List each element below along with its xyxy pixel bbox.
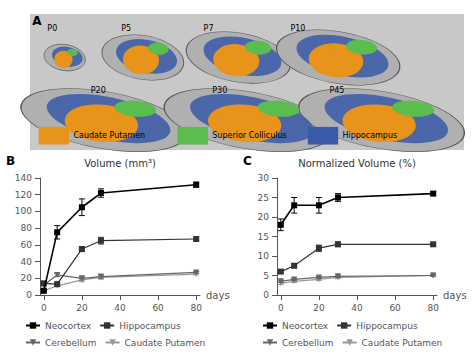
svg-text:Hippocampus: Hippocampus [356, 321, 418, 331]
svg-text:P20: P20 [91, 86, 106, 95]
svg-text:20: 20 [313, 303, 325, 313]
svg-text:P10: P10 [290, 24, 305, 33]
svg-text:0: 0 [26, 290, 32, 300]
svg-text:B: B [6, 154, 15, 168]
svg-text:25: 25 [258, 193, 269, 203]
svg-text:5: 5 [263, 271, 269, 281]
svg-text:P0: P0 [47, 24, 57, 33]
svg-text:Normalized Volume (%): Normalized Volume (%) [298, 158, 416, 169]
svg-text:40: 40 [21, 257, 33, 267]
svg-text:80: 80 [190, 303, 202, 313]
svg-text:C: C [243, 154, 252, 168]
svg-text:P5: P5 [121, 24, 131, 33]
svg-text:120: 120 [15, 190, 32, 200]
svg-text:140: 140 [15, 173, 32, 183]
svg-text:P30: P30 [212, 86, 227, 95]
svg-text:0: 0 [278, 303, 284, 313]
svg-text:Neocortex: Neocortex [282, 321, 329, 331]
svg-text:P7: P7 [204, 24, 214, 33]
svg-text:P45: P45 [329, 86, 344, 95]
svg-text:10: 10 [258, 251, 270, 261]
svg-text:20: 20 [21, 273, 33, 283]
svg-text:60: 60 [389, 303, 401, 313]
svg-text:days: days [443, 290, 467, 301]
svg-text:40: 40 [351, 303, 363, 313]
svg-text:20: 20 [76, 303, 88, 313]
svg-text:80: 80 [21, 223, 33, 233]
svg-text:0: 0 [263, 290, 269, 300]
svg-text:Caudate Putamen: Caudate Putamen [73, 131, 145, 140]
svg-text:Neocortex: Neocortex [45, 321, 92, 331]
svg-text:0: 0 [41, 303, 47, 313]
svg-text:A: A [32, 14, 42, 28]
svg-text:days: days [206, 290, 230, 301]
svg-text:Superior Colliculus: Superior Colliculus [212, 131, 286, 140]
svg-text:80: 80 [427, 303, 439, 313]
svg-text:20: 20 [258, 212, 270, 222]
svg-text:40: 40 [114, 303, 126, 313]
svg-text:Caudate Putamen: Caudate Putamen [125, 338, 206, 348]
svg-text:60: 60 [152, 303, 164, 313]
svg-text:30: 30 [258, 173, 270, 183]
svg-text:Hippocampus: Hippocampus [342, 131, 397, 140]
svg-text:Volume (mm³): Volume (mm³) [84, 158, 156, 169]
svg-text:15: 15 [258, 232, 269, 242]
svg-text:100: 100 [15, 206, 32, 216]
svg-text:Cerebellum: Cerebellum [45, 338, 97, 348]
svg-text:60: 60 [21, 240, 33, 250]
svg-text:Caudate Putamen: Caudate Putamen [362, 338, 443, 348]
svg-text:Hippocampus: Hippocampus [119, 321, 181, 331]
svg-text:Cerebellum: Cerebellum [282, 338, 334, 348]
